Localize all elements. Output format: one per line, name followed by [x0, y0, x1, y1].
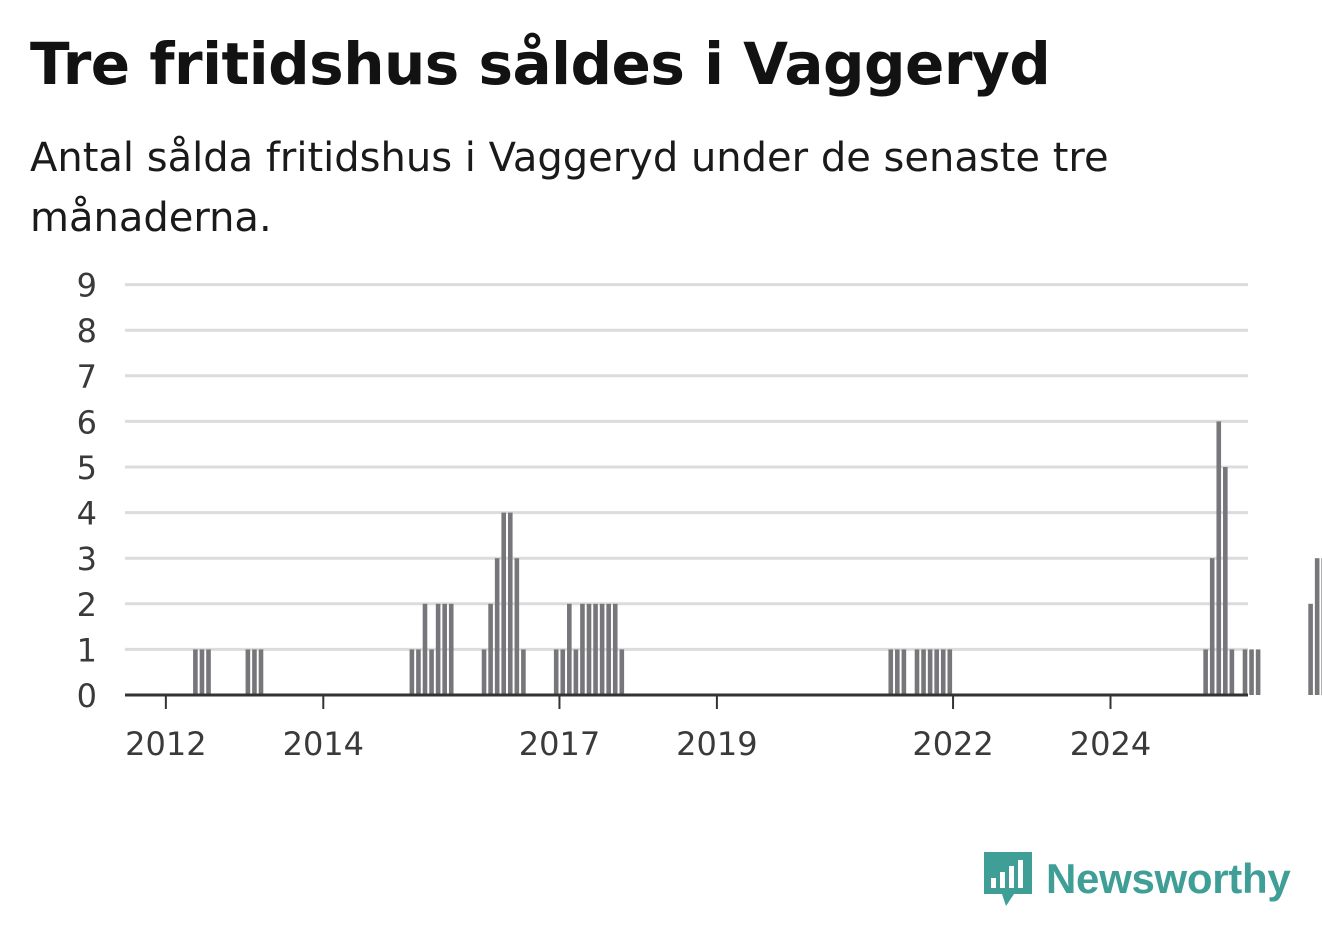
bar	[206, 649, 211, 695]
y-tick-label: 3	[77, 540, 97, 578]
x-tick-label: 2022	[912, 725, 993, 763]
bar	[599, 603, 605, 695]
bar	[193, 649, 198, 695]
bar	[606, 603, 611, 695]
bar	[934, 649, 939, 695]
bar	[1249, 649, 1254, 695]
bar	[1209, 558, 1215, 695]
x-tick-label: 2014	[283, 725, 364, 763]
y-tick-label: 4	[77, 495, 97, 533]
x-tick-label: 2017	[519, 725, 600, 763]
y-tick-label: 1	[77, 631, 97, 669]
y-tick-label: 2	[77, 586, 97, 624]
bar	[1242, 649, 1248, 695]
bar	[914, 649, 920, 695]
bar	[1216, 421, 1222, 695]
bar	[553, 649, 559, 695]
x-tick-label: 2024	[1070, 725, 1151, 763]
bar	[448, 603, 454, 695]
y-tick-label: 8	[77, 312, 97, 350]
y-axis-ticks: 0 1 2 3 4 5 6 7 8 9	[77, 267, 97, 715]
bar	[501, 512, 507, 695]
bar-chart-speech-bubble-icon	[984, 852, 1032, 906]
bar	[895, 649, 900, 695]
bar	[947, 649, 953, 695]
bar	[521, 649, 526, 695]
y-tick-label: 7	[77, 358, 97, 396]
y-tick-label: 9	[77, 267, 97, 305]
bar	[901, 649, 907, 695]
bar	[888, 649, 894, 695]
grid-lines	[125, 283, 1248, 651]
bar	[1255, 649, 1261, 695]
bar	[921, 649, 926, 695]
bar	[580, 603, 585, 695]
y-tick-label: 6	[77, 403, 97, 441]
bar	[416, 649, 421, 695]
chart-title: Tre fritidshus såldes i Vaggeryd	[30, 30, 1051, 98]
bar	[252, 649, 257, 695]
bar	[507, 512, 513, 695]
bar	[1314, 558, 1320, 695]
bar	[619, 649, 625, 695]
bars	[193, 421, 1322, 695]
brand-name: Newsworthy	[1046, 855, 1291, 902]
bar	[1223, 467, 1228, 695]
bar	[481, 649, 487, 695]
bar	[927, 649, 933, 695]
bar	[442, 603, 447, 695]
bar	[1203, 649, 1208, 695]
bar	[514, 558, 520, 695]
bar	[1308, 603, 1313, 695]
y-tick-label: 5	[77, 449, 97, 487]
bar	[593, 603, 598, 695]
chart-subtitle: Antal sålda fritidshus i Vaggeryd under …	[30, 135, 1109, 241]
bar	[199, 649, 205, 695]
bar	[567, 603, 572, 695]
newsworthy-logo: Newsworthy	[980, 848, 1291, 910]
bar	[560, 649, 566, 695]
bar	[940, 649, 946, 695]
bar	[612, 603, 618, 695]
bar	[258, 649, 264, 695]
bar	[435, 603, 441, 695]
x-axis: 2012 2014 2017 2019 2022 2024	[125, 693, 1248, 763]
x-tick-label: 2012	[125, 725, 206, 763]
bar	[494, 558, 500, 695]
bar	[1229, 649, 1235, 695]
bar	[429, 649, 434, 695]
y-tick-label: 0	[77, 677, 97, 715]
bar	[422, 603, 428, 695]
bar	[573, 649, 579, 695]
bar	[488, 603, 493, 695]
bar	[409, 649, 415, 695]
x-tick-label: 2019	[676, 725, 757, 763]
bar	[586, 603, 592, 695]
bar	[245, 649, 251, 695]
